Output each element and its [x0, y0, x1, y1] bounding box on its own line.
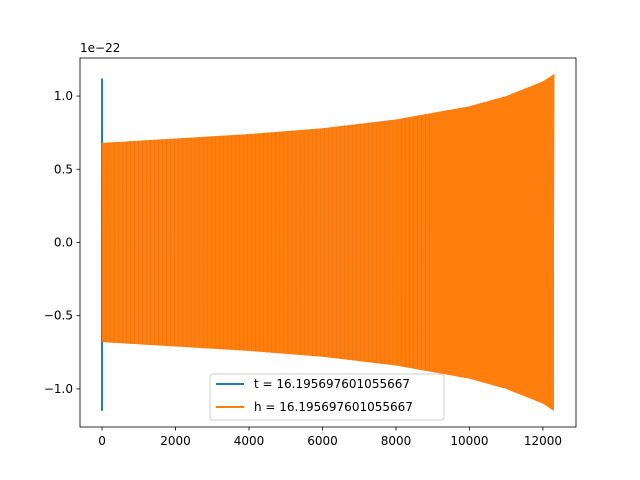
legend: t = 16.195697601055667 h = 16.1956976010… — [209, 373, 445, 421]
y-tick-label: 0.5 — [54, 162, 73, 176]
series-layer — [101, 74, 555, 411]
y-axis: 1.0 0.5 0.0 −0.5 −1.0 — [44, 89, 80, 396]
x-tick-label: 2000 — [160, 434, 191, 448]
legend-label-h: h = 16.195697601055667 — [254, 400, 413, 414]
x-tick-label: 0 — [98, 434, 106, 448]
legend-box — [209, 373, 445, 421]
x-axis: 0 2000 4000 6000 8000 10000 12000 — [98, 427, 562, 448]
y-tick-label: 1.0 — [54, 89, 73, 103]
x-tick-label: 12000 — [524, 434, 562, 448]
legend-label-t: t = 16.195697601055667 — [254, 377, 410, 391]
y-tick-label: 0.0 — [54, 236, 73, 250]
x-tick-label: 6000 — [307, 434, 338, 448]
plot-area — [79, 57, 577, 428]
y-tick-label: −0.5 — [44, 309, 73, 323]
y-tick-label: −1.0 — [44, 382, 73, 396]
x-tick-label: 10000 — [450, 434, 488, 448]
x-tick-label: 4000 — [234, 434, 265, 448]
series-h-line — [101, 74, 555, 411]
x-tick-label: 8000 — [381, 434, 412, 448]
offset-text: 1e−22 — [80, 41, 120, 55]
